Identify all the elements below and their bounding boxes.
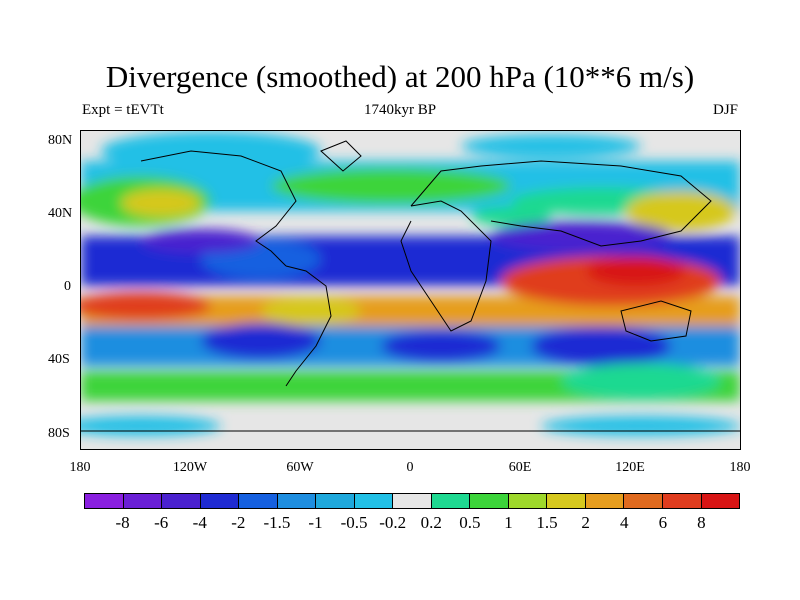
season-label: DJF [712, 102, 738, 118]
spac-conv [201, 323, 321, 359]
colorbar-box-4 [239, 494, 278, 508]
greenland-coast [320, 140, 362, 172]
lon-tick-0: 0 [406, 460, 414, 475]
npac-div-core [121, 189, 201, 217]
eurasia-coast [410, 160, 712, 247]
colorbar-label-13: 4 [619, 513, 629, 532]
colorbar-box-16 [701, 494, 740, 508]
colorbar-box-9 [431, 494, 471, 508]
colorbar-box-15 [662, 494, 702, 508]
colorbar-box-12 [547, 494, 586, 508]
colorbar-label-8: 0.2 [420, 513, 442, 532]
australia-coast [620, 300, 692, 342]
africa-div [331, 296, 491, 326]
lon-tick-180w: 180 [69, 460, 91, 475]
time-label: 1740kyr BP [363, 102, 437, 118]
lat-tick-eq: 0 [64, 279, 71, 294]
satl-conv [381, 330, 501, 362]
lon-tick-120w: 120W [172, 460, 208, 475]
colorbar-box-11 [508, 494, 548, 508]
lon-tick-60w: 60W [286, 460, 314, 475]
lon-tick-180e: 180 [729, 460, 751, 475]
experiment-label: Expt = tEVTt [82, 102, 164, 118]
plot-title: Divergence (smoothed) at 200 hPa (10**6 … [105, 59, 695, 94]
colorbar-box-3 [200, 494, 240, 508]
colorbar-label-12: 2 [581, 513, 590, 532]
africa-coast [400, 200, 492, 332]
siberia-conv [461, 134, 641, 158]
colorbar-label-0: -8 [115, 513, 130, 532]
colorbar-label-1: -6 [154, 513, 169, 532]
colorbar-box-1 [123, 494, 163, 508]
colorbar-box-6 [316, 494, 355, 508]
divergence-map [80, 130, 741, 450]
colorbar-box-10 [470, 494, 509, 508]
colorbar-label-5: -1 [308, 513, 323, 532]
colorbar [84, 493, 740, 509]
spac-strong-div [81, 292, 211, 320]
colorbar-box-0 [85, 494, 124, 508]
colorbar-label-10: 1 [504, 513, 513, 532]
north-america-coast [140, 150, 297, 267]
lon-tick-120e: 120E [615, 460, 645, 475]
colorbar-box-5 [277, 494, 317, 508]
colorbar-box-8 [393, 494, 432, 508]
colorbar-label-6: -0.5 [340, 513, 368, 532]
colorbar-label-9: 0.5 [459, 513, 481, 532]
arctic-conv [101, 131, 321, 171]
lat-tick-80s: 80S [48, 426, 70, 441]
asia-strong-conv [491, 221, 671, 251]
cpac-strong-conv [141, 229, 261, 253]
south-america-coast [285, 265, 332, 387]
colorbar-box-7 [354, 494, 394, 508]
colorbar-label-2: -4 [192, 513, 207, 532]
sind-conv [531, 326, 671, 366]
colorbar-box-2 [162, 494, 201, 508]
lon-tick-60e: 60E [508, 460, 532, 475]
natl-div [271, 168, 511, 204]
colorbar-box-14 [624, 494, 663, 508]
lat-tick-80n: 80N [48, 133, 73, 148]
colorbar-label-14: 6 [658, 513, 668, 532]
wpac-div [626, 191, 736, 231]
sh-div-teal [561, 363, 721, 399]
colorbar-box-13 [585, 494, 625, 508]
colorbar-label-11: 1.5 [536, 513, 558, 532]
maritime-div-core [586, 256, 686, 286]
colorbar-label-3: -2 [231, 513, 246, 532]
colorbar-label-4: -1.5 [263, 513, 291, 532]
colorbar-label-7: -0.2 [379, 513, 407, 532]
lat-tick-40n: 40N [48, 206, 73, 221]
divergence-field [81, 131, 740, 436]
coastlines [81, 140, 740, 432]
samerica-div [261, 297, 361, 325]
colorbar-label-15: 8 [697, 513, 706, 532]
ant-conv-2 [541, 416, 740, 436]
map-canvas [81, 131, 740, 449]
lat-tick-40s: 40S [48, 352, 70, 367]
